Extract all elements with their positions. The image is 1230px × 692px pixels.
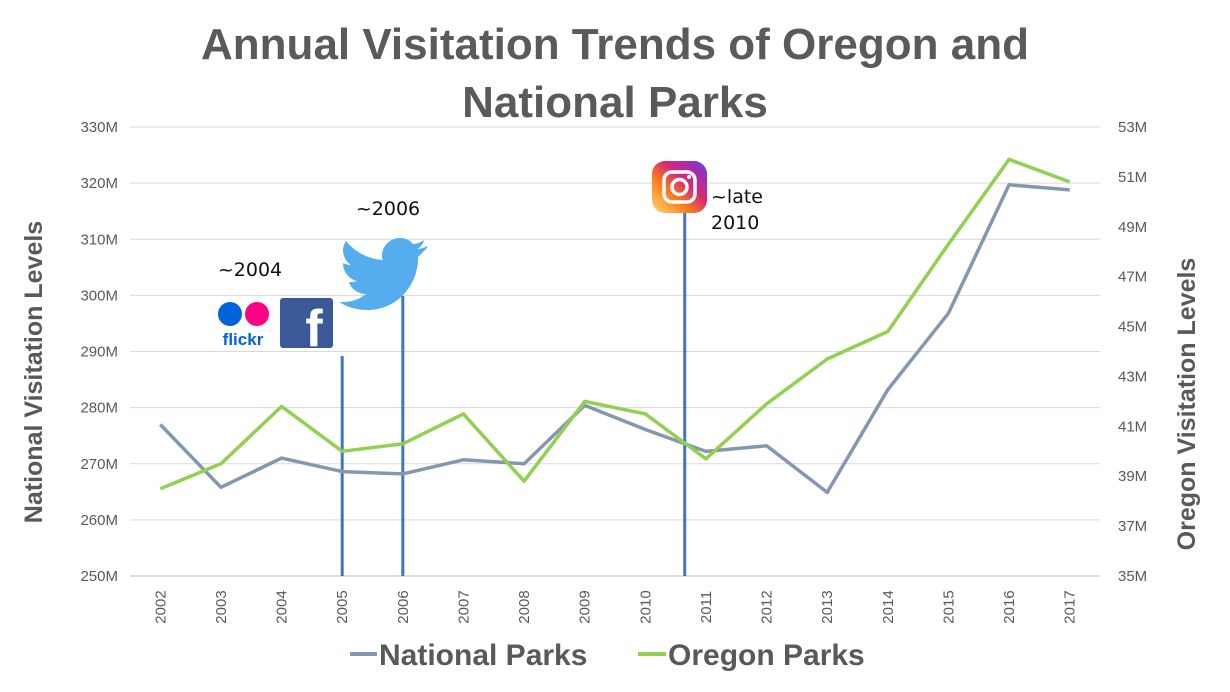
x-tick-label: 2011 bbox=[698, 591, 715, 623]
x-tick-label: 2005 bbox=[334, 590, 351, 623]
y-right-tick-label: 37M bbox=[1118, 518, 1147, 535]
chart-title-line-2: National Parks bbox=[462, 78, 768, 127]
marker-lines bbox=[340, 206, 687, 576]
y-right-tick-label: 47M bbox=[1118, 269, 1147, 286]
x-tick-label: 2010 bbox=[637, 590, 654, 623]
x-axis-ticks: 2002 2003 2004 2005 2006 2007 2008 2009 2010 2011… bbox=[152, 590, 1078, 623]
facebook-letter: f bbox=[305, 300, 323, 358]
flickr-blue-dot bbox=[218, 302, 242, 326]
legend-label-oregon: Oregon Parks bbox=[668, 639, 865, 672]
x-tick-label: 2008 bbox=[516, 590, 533, 623]
y-left-tick-label: 280M bbox=[80, 400, 118, 417]
flickr-pink-dot bbox=[245, 302, 269, 326]
x-tick-label: 2007 bbox=[455, 590, 472, 623]
x-tick-label: 2014 bbox=[880, 590, 897, 623]
series-line-oregon-parks bbox=[159, 157, 1071, 491]
series-lines bbox=[159, 157, 1071, 495]
y-axis-left-title: National Visitation Levels bbox=[20, 221, 48, 523]
y-left-tick-label: 330M bbox=[80, 119, 118, 136]
instagram-lens bbox=[670, 177, 689, 197]
x-tick-label: 2013 bbox=[819, 590, 836, 623]
twitter-icon bbox=[339, 238, 427, 310]
marker-annotation: ~2006 bbox=[356, 198, 420, 220]
y-right-tick-label: 51M bbox=[1118, 169, 1147, 186]
x-tick-label: 2006 bbox=[395, 590, 412, 623]
y-left-tick-label: 290M bbox=[80, 344, 118, 361]
x-tick-label: 2012 bbox=[759, 590, 776, 623]
x-tick-label: 2009 bbox=[577, 590, 594, 623]
x-tick-label: 2003 bbox=[213, 590, 230, 623]
y-right-tick-label: 53M bbox=[1118, 119, 1147, 136]
marker-annotation: 2010 bbox=[711, 212, 759, 234]
facebook-icon: f bbox=[280, 298, 333, 358]
y-right-tick-label: 35M bbox=[1118, 568, 1147, 585]
instagram-square bbox=[652, 161, 707, 213]
y-left-tick-label: 270M bbox=[80, 456, 118, 473]
left-axis-ticks: 250M 260M 270M 280M 290M 300M 310M 320M 330M bbox=[80, 119, 118, 585]
legend-label-national: National Parks bbox=[379, 639, 587, 672]
x-tick-label: 2016 bbox=[1001, 590, 1018, 623]
y-left-tick-label: 250M bbox=[80, 568, 118, 585]
chart-title-line-1: Annual Visitation Trends of Oregon and bbox=[201, 20, 1029, 69]
y-right-tick-label: 49M bbox=[1118, 219, 1147, 236]
flickr-icon: flickr bbox=[218, 302, 269, 349]
y-right-tick-label: 45M bbox=[1118, 319, 1147, 336]
marker-annotation: ~2004 bbox=[218, 259, 282, 281]
chart-title: Annual Visitation Trends of Oregon and N… bbox=[0, 16, 1230, 132]
y-left-tick-label: 310M bbox=[80, 231, 118, 248]
legend: National Parks Oregon Parks bbox=[350, 639, 865, 672]
y-left-tick-label: 320M bbox=[80, 175, 118, 192]
right-axis-ticks: 35M 37M 39M 41M 43M 45M 47M 49M 51M 53M bbox=[1118, 119, 1147, 585]
instagram-flash bbox=[687, 175, 691, 179]
y-right-tick-label: 39M bbox=[1118, 468, 1147, 485]
y-right-tick-label: 41M bbox=[1118, 418, 1147, 435]
instagram-camera-outline bbox=[662, 170, 697, 204]
y-right-tick-label: 43M bbox=[1118, 368, 1147, 385]
x-tick-label: 2004 bbox=[274, 590, 291, 623]
x-tick-label: 2017 bbox=[1062, 590, 1079, 623]
facebook-square bbox=[280, 298, 333, 348]
series-line-national-parks bbox=[159, 183, 1070, 495]
twitter-bird bbox=[339, 238, 427, 310]
y-axis-right-title: Oregon Visitation Levels bbox=[1173, 258, 1201, 551]
x-tick-label: 2015 bbox=[940, 590, 957, 623]
instagram-icon bbox=[652, 161, 707, 213]
marker-annotation: ~late bbox=[711, 186, 763, 208]
y-left-tick-label: 260M bbox=[80, 512, 118, 529]
annotations: ~2004 ~2006 ~late 2010 bbox=[218, 186, 763, 281]
x-tick-label: 2002 bbox=[152, 590, 169, 623]
flickr-wordmark: flickr bbox=[223, 330, 264, 349]
y-left-tick-label: 300M bbox=[80, 287, 118, 304]
